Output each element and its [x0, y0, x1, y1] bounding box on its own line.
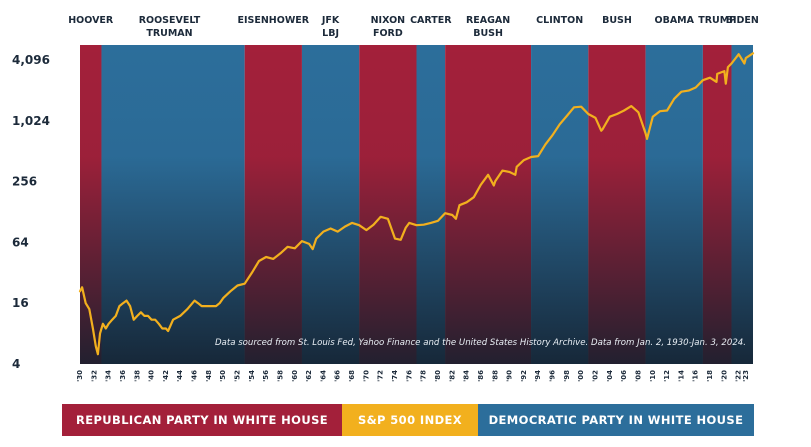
- x-tick-label-43: '16: [692, 370, 700, 382]
- x-tick-label-2: '34: [105, 370, 113, 382]
- x-tick-label-44: '18: [706, 370, 714, 382]
- x-tick-label-14: '58: [276, 370, 284, 382]
- president-label-9-0: OBAMA: [655, 15, 695, 26]
- y-tick-label-5: 4,096: [12, 53, 50, 67]
- president-label-10-0: TRUMP: [698, 15, 736, 26]
- y-tick-label-0: 4: [12, 357, 20, 371]
- x-tick-label-15: '60: [291, 370, 299, 382]
- sp500-presidents-chart: HOOVER ROOSEVELT TRUMAN EISENHOWER JFK LBJ NIX…: [12, 15, 759, 382]
- x-tick-label-6: '42: [162, 370, 170, 382]
- x-tick-label-17: '64: [319, 370, 327, 382]
- x-tick-label-10: '50: [219, 370, 227, 382]
- x-tick-label-12: '54: [248, 370, 256, 382]
- x-tick-label-19: '68: [348, 370, 356, 382]
- source-note: Data sourced from St. Louis Fed, Yahoo F…: [215, 338, 746, 348]
- x-tick-label-30: '90: [506, 370, 514, 382]
- x-tick-label-22: '74: [391, 370, 399, 382]
- x-tick-label-16: '62: [305, 370, 313, 382]
- y-tick-label-3: 256: [12, 175, 37, 189]
- x-tick-label-5: '40: [148, 370, 156, 382]
- x-tick-label-7: '44: [176, 370, 184, 382]
- sp500-series-line: [78, 52, 755, 356]
- president-label-6-1: BUSH: [473, 28, 503, 39]
- x-tick-label-11: '52: [234, 370, 242, 382]
- president-label-6-0: REAGAN: [466, 15, 510, 26]
- x-tick-label-47: '23: [742, 370, 750, 382]
- x-tick-label-20: '70: [362, 370, 370, 382]
- x-tick-label-33: '96: [549, 370, 557, 382]
- legend-democratic-label: DEMOCRATIC PARTY IN WHITE HOUSE: [488, 413, 744, 427]
- x-tick-label-3: '36: [119, 370, 127, 382]
- x-tick-label-9: '48: [205, 370, 213, 382]
- y-tick-label-2: 64: [12, 235, 29, 249]
- x-tick-label-0: '30: [76, 370, 84, 382]
- legend-sp500: S&P 500 INDEX: [342, 404, 478, 436]
- president-label-3-0: JFK: [321, 15, 340, 26]
- x-tick-label-39: '08: [634, 370, 642, 382]
- x-tick-label-46: '22: [735, 370, 743, 382]
- president-label-11-0: BIDEN: [726, 15, 759, 26]
- x-tick-label-28: '86: [477, 370, 485, 382]
- president-label-3-1: LBJ: [322, 28, 339, 39]
- president-label-4-1: FORD: [373, 28, 403, 39]
- x-tick-label-32: '94: [534, 370, 542, 382]
- x-tick-label-8: '46: [191, 370, 199, 382]
- x-tick-label-35: '00: [577, 370, 585, 382]
- president-label-1-1: TRUMAN: [146, 28, 192, 39]
- president-label-0-0: HOOVER: [68, 15, 114, 26]
- legend-sp500-label: S&P 500 INDEX: [357, 413, 463, 427]
- x-tick-label-40: '10: [649, 370, 657, 382]
- x-tick-label-18: '66: [334, 370, 342, 382]
- y-tick-label-1: 16: [12, 296, 29, 310]
- x-tick-label-42: '14: [677, 370, 685, 382]
- x-tick-label-23: '76: [405, 370, 413, 382]
- x-tick-label-31: '92: [520, 370, 528, 382]
- x-tick-label-4: '38: [133, 370, 141, 382]
- x-tick-label-21: '72: [377, 370, 385, 382]
- president-label-5-0: CARTER: [410, 15, 452, 26]
- x-tick-label-13: '56: [262, 370, 270, 382]
- x-tick-label-25: '80: [434, 370, 442, 382]
- x-tick-label-1: '32: [90, 370, 98, 382]
- x-tick-label-24: '78: [420, 370, 428, 382]
- bottom-shade: [80, 45, 753, 364]
- president-label-4-0: NIXON: [371, 15, 406, 26]
- x-tick-label-41: '12: [663, 370, 671, 382]
- president-label-2-0: EISENHOWER: [237, 15, 309, 26]
- x-tick-label-45: '20: [720, 370, 728, 382]
- x-tick-label-27: '84: [463, 370, 471, 382]
- president-label-1-0: ROOSEVELT: [139, 15, 201, 26]
- legend-democratic: DEMOCRATIC PARTY IN WHITE HOUSE: [478, 404, 754, 436]
- president-labels: HOOVER ROOSEVELT TRUMAN EISENHOWER JFK LBJ NIX…: [68, 15, 759, 39]
- x-tick-label-37: '04: [606, 370, 614, 382]
- x-tick-label-26: '82: [448, 370, 456, 382]
- x-tick-label-38: '06: [620, 370, 628, 382]
- legend-republican-label: REPUBLICAN PARTY IN WHITE HOUSE: [75, 413, 329, 427]
- y-axis-tick-labels: 4 16 64 256 1,024 4,096: [12, 53, 50, 371]
- x-tick-label-36: '02: [591, 370, 599, 382]
- x-axis-tick-labels: '30 '32 '34 '36 '38 '40 '42 '44 '46 '48 '50 '52 '54 '…: [76, 370, 750, 382]
- legend-republican: REPUBLICAN PARTY IN WHITE HOUSE: [62, 404, 342, 436]
- president-label-8-0: BUSH: [602, 15, 632, 26]
- x-tick-label-34: '98: [563, 370, 571, 382]
- x-tick-label-29: '88: [491, 370, 499, 382]
- y-tick-label-4: 1,024: [12, 114, 50, 128]
- president-label-7-0: CLINTON: [536, 15, 583, 26]
